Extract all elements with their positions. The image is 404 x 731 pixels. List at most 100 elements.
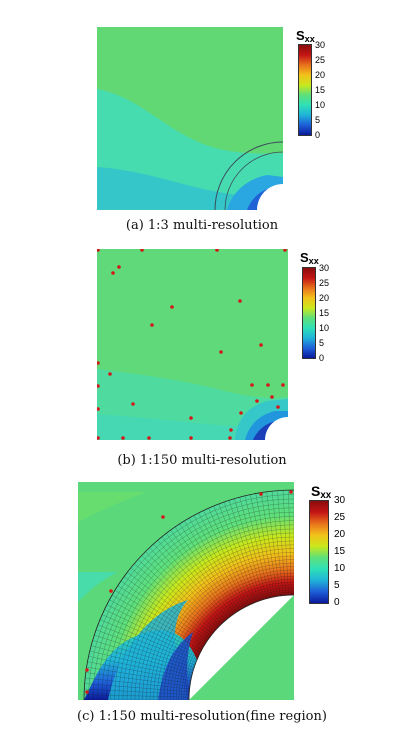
- mesh-line: [109, 599, 202, 651]
- mesh-line: [84, 688, 190, 695]
- colorbar-tick: 30: [334, 495, 346, 506]
- mesh-line: [166, 572, 294, 700]
- colorbar-gradient: [298, 44, 312, 136]
- colorbar-tick: 0: [334, 597, 340, 608]
- figure-a: Sxx 30 25 20 15 10 5 0 (a) 1:3 multi-res…: [0, 0, 404, 240]
- mesh-line: [117, 585, 207, 643]
- colorbar-tick: 25: [319, 278, 330, 288]
- mesh-line: [94, 634, 195, 668]
- mesh-line: [178, 584, 294, 700]
- mesh-line: [213, 505, 254, 604]
- node-marker: [108, 372, 112, 376]
- mesh-line: [124, 576, 210, 639]
- figure-c: Sxx 30 25 20 15 10 5 0 (c) 1:150 multi-r…: [0, 475, 404, 731]
- node-marker: [289, 490, 293, 494]
- node-marker: [131, 402, 135, 406]
- colorbar-tick: 15: [319, 308, 330, 318]
- mesh-line: [156, 562, 294, 700]
- node-marker: [97, 436, 100, 440]
- colorbar-tick: 20: [319, 293, 330, 303]
- mesh-line: [198, 512, 247, 607]
- node-markers: [97, 249, 287, 440]
- colorbar-tick: 5: [315, 115, 321, 125]
- node-marker: [117, 265, 121, 269]
- mesh-line: [188, 518, 242, 610]
- node-marker: [250, 383, 254, 387]
- mesh-line: [84, 694, 190, 698]
- node-marker: [229, 428, 233, 432]
- mesh-line: [239, 497, 267, 599]
- mesh-line: [203, 510, 249, 606]
- node-marker: [215, 249, 219, 252]
- colorbar-tick: 20: [315, 70, 326, 80]
- mesh-line: [157, 540, 226, 621]
- colorbar-tick: 15: [315, 85, 326, 95]
- node-marker: [150, 323, 154, 327]
- mesh-line: [187, 593, 294, 700]
- colorbar-tick: 0: [315, 130, 321, 140]
- colorbar-tick: 20: [334, 529, 346, 540]
- mesh-line: [277, 490, 286, 596]
- node-marker: [255, 399, 259, 403]
- mesh-line: [102, 614, 199, 658]
- node-marker: [170, 305, 174, 309]
- mesh-line: [174, 526, 235, 614]
- contour-plot-a: [97, 27, 283, 210]
- node-marker: [85, 690, 89, 694]
- node-marker: [189, 436, 193, 440]
- mesh-line: [138, 544, 294, 700]
- node-marker: [97, 361, 100, 365]
- node-marker: [281, 383, 285, 387]
- mesh-line: [127, 572, 211, 637]
- mesh-line: [141, 555, 218, 628]
- mesh-line: [169, 575, 294, 700]
- mesh-line: [260, 492, 278, 597]
- mesh-line: [120, 580, 208, 641]
- node-marker: [161, 515, 165, 519]
- mesh-line: [183, 589, 294, 700]
- mesh-line: [85, 677, 190, 690]
- colorbar-tick: 5: [334, 580, 340, 591]
- node-marker: [85, 668, 89, 672]
- mesh-line: [92, 498, 294, 700]
- node-marker: [111, 271, 115, 275]
- node-marker: [121, 436, 125, 440]
- mesh-line: [92, 640, 194, 671]
- mesh-line: [172, 578, 294, 700]
- node-marker: [270, 395, 274, 399]
- mesh-line: [88, 494, 294, 700]
- mesh-line: [288, 490, 292, 596]
- mesh-line: [110, 516, 294, 700]
- colorbar-tick: 10: [334, 563, 346, 574]
- colorbar-c: Sxx 30 25 20 15 10 5 0: [305, 483, 353, 615]
- mesh-line: [130, 536, 294, 700]
- node-marker: [283, 249, 287, 252]
- mesh-line: [118, 524, 294, 700]
- mesh-line: [85, 672, 190, 687]
- figure-b: Sxx 30 25 20 15 10 5 0 (b) 1:150 multi-r…: [0, 240, 404, 475]
- mesh-line: [130, 567, 213, 635]
- mesh-line: [161, 536, 229, 619]
- colorbar-tick: 0: [319, 353, 325, 363]
- colorbar-tick: 5: [319, 338, 325, 348]
- mesh-line: [228, 500, 262, 601]
- mesh-line: [170, 530, 233, 616]
- figure-caption: (a) 1:3 multi-resolution: [125, 218, 279, 233]
- colorbar-tick: 25: [334, 512, 346, 523]
- mesh-line: [160, 566, 294, 700]
- mesh-line: [106, 604, 201, 653]
- mesh-line: [95, 629, 196, 666]
- node-marker: [219, 350, 223, 354]
- node-marker: [239, 411, 243, 415]
- mesh-line: [122, 528, 294, 700]
- mesh-line: [89, 650, 192, 676]
- colorbar-gradient: [302, 267, 316, 359]
- mesh-line: [114, 590, 205, 646]
- mesh-line: [112, 594, 204, 648]
- colorbar-tick: 25: [315, 55, 326, 65]
- colorbar-title: Sxx: [300, 250, 319, 267]
- mesh-line: [181, 587, 294, 700]
- mesh-line: [193, 515, 245, 608]
- node-marker: [189, 416, 193, 420]
- node-marker: [97, 249, 100, 252]
